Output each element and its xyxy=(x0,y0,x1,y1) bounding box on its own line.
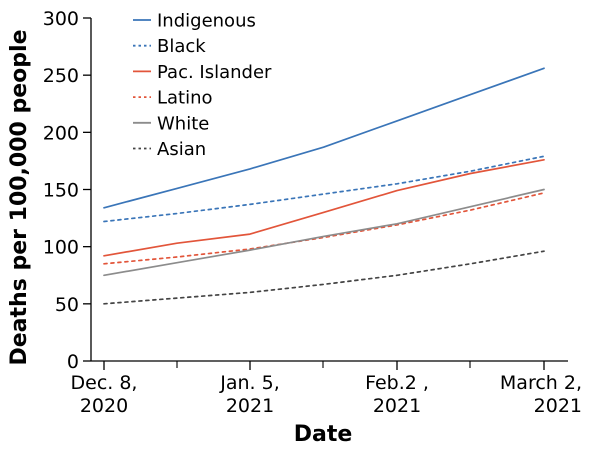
x-tick-label: 2021 xyxy=(534,395,582,417)
y-tick-label: 150 xyxy=(43,180,79,202)
series-line-white xyxy=(103,188,545,277)
y-tick-label: 100 xyxy=(43,237,79,259)
y-tick-label: 0 xyxy=(67,351,79,373)
legend-label: Latino xyxy=(157,88,213,109)
legend-label: Asian xyxy=(157,139,206,160)
legend-label: White xyxy=(157,113,209,134)
x-tick-label: March 2, xyxy=(500,372,582,394)
x-tick-label: Jan. 5, xyxy=(219,372,280,394)
y-axis-title: Deaths per 100,000 people xyxy=(7,30,32,366)
legend-label: Pac. Islander xyxy=(157,62,272,83)
series-line-latino xyxy=(103,192,545,265)
legend: Indigenous Black Pac. Islander Latino White A… xyxy=(133,11,272,160)
y-tick-label: 50 xyxy=(55,294,79,316)
legend-label: Black xyxy=(157,36,206,57)
series-line-indigenous xyxy=(103,67,545,209)
y-tick-label: 250 xyxy=(43,65,79,87)
series-lines xyxy=(103,67,545,305)
y-axis-ticks: 0 50 100 150 200 250 300 xyxy=(43,8,91,373)
y-tick-label: 200 xyxy=(43,122,79,144)
x-axis-title: Date xyxy=(294,422,353,447)
series-line-asian xyxy=(103,250,545,305)
x-tick-label: 2021 xyxy=(226,395,274,417)
series-line-black xyxy=(103,155,545,223)
x-tick-label: 2021 xyxy=(373,395,421,417)
x-tick-label: Feb.2 , xyxy=(365,372,429,394)
series-line-pac-islander xyxy=(103,158,545,257)
x-tick-label: 2020 xyxy=(80,395,128,417)
y-tick-label: 300 xyxy=(43,8,79,30)
legend-label: Indigenous xyxy=(157,11,256,32)
x-tick-label: Dec. 8, xyxy=(71,372,138,394)
